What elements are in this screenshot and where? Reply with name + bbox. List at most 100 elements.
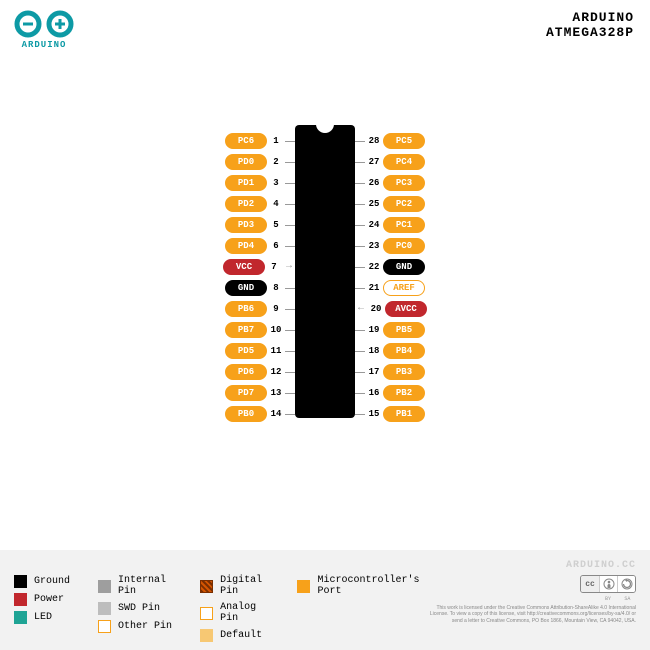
legend-item: LED: [14, 611, 70, 624]
header: ARDUINO ARDUINO ATMEGA328P: [0, 0, 650, 56]
pin-lead: [355, 225, 365, 226]
swatch-icon: [98, 580, 111, 593]
pin-number: 22: [365, 262, 383, 272]
legend-item: Ground: [14, 575, 70, 588]
swatch-icon: [200, 607, 213, 620]
pin-lead: [355, 372, 365, 373]
pin-row: 17PB3: [355, 363, 425, 381]
title-line-2: ATMEGA328P: [546, 25, 634, 40]
pin-label: PD1: [225, 175, 267, 191]
pin-row: 18PB4: [355, 342, 425, 360]
pin-lead: [355, 162, 365, 163]
pin-row: 25PC2: [355, 195, 425, 213]
pin-label: PD7: [225, 385, 267, 401]
pin-lead: [285, 288, 295, 289]
legend-columns: GroundPowerLEDInternal PinSWD PinOther P…: [14, 575, 420, 642]
pin-number: 1: [267, 136, 285, 146]
legend-label: Analog Pin: [220, 602, 269, 624]
infinity-icon: [12, 10, 76, 38]
pin-lead: [285, 204, 295, 205]
pin-lead: [355, 183, 365, 184]
pin-number: 15: [365, 409, 383, 419]
pin-label: PC1: [383, 217, 425, 233]
pin-number: 10: [267, 325, 285, 335]
pin-label: PD6: [225, 364, 267, 380]
pin-row: PB69: [225, 300, 295, 318]
title-block: ARDUINO ATMEGA328P: [546, 10, 634, 40]
pin-number: 8: [267, 283, 285, 293]
pin-number: 25: [365, 199, 383, 209]
pin-lead: [355, 393, 365, 394]
license-text: This work is licensed under the Creative…: [426, 605, 636, 624]
pin-number: 19: [365, 325, 383, 335]
pin-number: 12: [267, 367, 285, 377]
pin-number: 7: [265, 262, 283, 272]
chip-notch: [316, 124, 334, 133]
pin-label: PC4: [383, 154, 425, 170]
swatch-icon: [297, 580, 310, 593]
pin-row: PD24: [225, 195, 295, 213]
pin-label: AREF: [383, 280, 425, 296]
pin-number: 28: [365, 136, 383, 146]
chip-body: [295, 125, 355, 418]
legend-item: Other Pin: [98, 620, 172, 633]
pin-row: PD612: [225, 363, 295, 381]
pin-row: 28PC5: [355, 132, 425, 150]
swatch-icon: [200, 580, 213, 593]
arrow-icon: ←: [355, 304, 367, 314]
pin-label: PC0: [383, 238, 425, 254]
legend-item: SWD Pin: [98, 602, 172, 615]
legend-label: Digital Pin: [220, 575, 269, 597]
pin-label: PB2: [383, 385, 425, 401]
pin-number: 20: [367, 304, 385, 314]
pin-number: 23: [365, 241, 383, 251]
pin-number: 2: [267, 157, 285, 167]
legend-column: Digital Pin Analog Pin Default: [200, 575, 269, 642]
pin-label: AVCC: [385, 301, 427, 317]
pin-label: PB4: [383, 343, 425, 359]
legend-label: LED: [34, 612, 52, 623]
pin-label: PD2: [225, 196, 267, 212]
pin-lead: [285, 309, 295, 310]
swatch-icon: [98, 602, 111, 615]
pin-row: PB014: [225, 405, 295, 423]
legend-column: Ground Power LED: [14, 575, 70, 642]
swatch-icon: [200, 629, 213, 642]
pin-lead: [285, 351, 295, 352]
pin-lead: [285, 183, 295, 184]
pin-lead: [355, 288, 365, 289]
pin-number: 13: [267, 388, 285, 398]
legend-item: Digital Pin: [200, 575, 269, 597]
cc-cell: [599, 576, 617, 592]
pin-row: PD46: [225, 237, 295, 255]
swatch-icon: [14, 611, 27, 624]
legend-item: Default: [200, 629, 269, 642]
logo-text: ARDUINO: [22, 40, 67, 50]
pin-number: 14: [267, 409, 285, 419]
pin-lead: [285, 225, 295, 226]
pin-lead: [285, 414, 295, 415]
pin-label: PB5: [383, 322, 425, 338]
pin-row: VCC7→: [223, 258, 295, 276]
pin-lead: [285, 393, 295, 394]
footer-url: ARDUINO.CC: [14, 560, 636, 571]
pin-label: PB1: [383, 406, 425, 422]
pin-number: 11: [267, 346, 285, 356]
legend-label: Power: [34, 594, 64, 605]
pin-label: PD4: [225, 238, 267, 254]
pin-label: GND: [225, 280, 267, 296]
pin-label: PB0: [225, 406, 267, 422]
pin-row: 23PC0: [355, 237, 425, 255]
pin-row: 15PB1: [355, 405, 425, 423]
pin-lead: [355, 267, 365, 268]
pin-lead: [285, 141, 295, 142]
pin-lead: [355, 330, 365, 331]
pin-row: 27PC4: [355, 153, 425, 171]
pin-label: VCC: [223, 259, 265, 275]
pin-number: 9: [267, 304, 285, 314]
cc-badge-icon: cc: [580, 575, 636, 593]
pin-label: PD0: [225, 154, 267, 170]
swatch-icon: [14, 593, 27, 606]
pin-lead: [355, 351, 365, 352]
pin-row: ←20AVCC: [355, 300, 427, 318]
